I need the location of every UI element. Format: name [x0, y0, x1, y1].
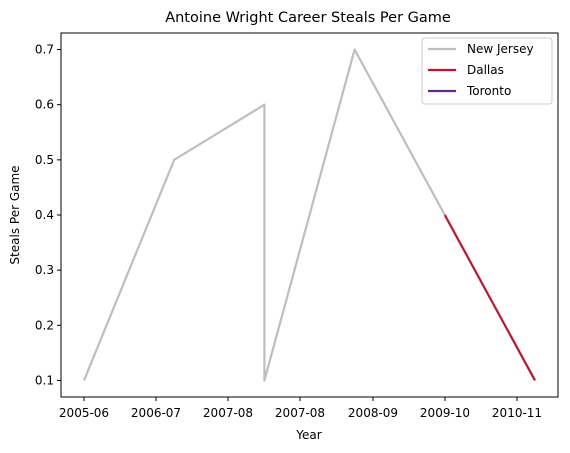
y-tick-label: 0.4 — [35, 208, 54, 222]
x-axis-ticks: 2005-06 2006-07 2007-08 2007-08 2008-09 2009-… — [59, 397, 542, 420]
x-tick-label: 2008-09 — [348, 406, 398, 420]
plot-area: 0.1 0.2 0.3 0.4 0.5 0.6 0.7 2005-06 2006-07 2007… — [35, 32, 559, 420]
x-tick-label: 2006-07 — [131, 406, 181, 420]
legend-box — [421, 37, 553, 105]
y-tick-label: 0.5 — [35, 153, 54, 167]
x-tick-label: 2009-10 — [420, 406, 470, 420]
y-tick-label: 0.1 — [35, 373, 54, 387]
series-layer — [82, 48, 536, 382]
series-line-new-jersey — [82, 48, 446, 382]
y-tick-label: 0.7 — [35, 43, 54, 57]
legend-label: Toronto — [466, 84, 511, 98]
legend-label: New Jersey — [467, 42, 534, 56]
series-line-dallas — [443, 214, 536, 381]
legend-items: New Jersey Dallas Toronto — [428, 42, 534, 98]
x-tick-label: 2010-11 — [492, 406, 542, 420]
chart-title: Antoine Wright Career Steals Per Game — [165, 10, 451, 26]
x-tick-label: 2007-08 — [275, 406, 325, 420]
legend-label: Dallas — [467, 63, 504, 77]
y-axis-ticks: 0.1 0.2 0.3 0.4 0.5 0.6 0.7 — [35, 43, 61, 387]
x-axis-label: Year — [295, 428, 321, 442]
x-tick-label: 2007-08 — [203, 406, 253, 420]
y-tick-label: 0.3 — [35, 263, 54, 277]
y-axis-label: Steals Per Game — [8, 165, 22, 264]
legend: New Jersey Dallas Toronto — [421, 37, 553, 105]
x-tick-label: 2005-06 — [59, 406, 109, 420]
y-tick-label: 0.6 — [35, 98, 54, 112]
y-tick-label: 0.2 — [35, 318, 54, 332]
